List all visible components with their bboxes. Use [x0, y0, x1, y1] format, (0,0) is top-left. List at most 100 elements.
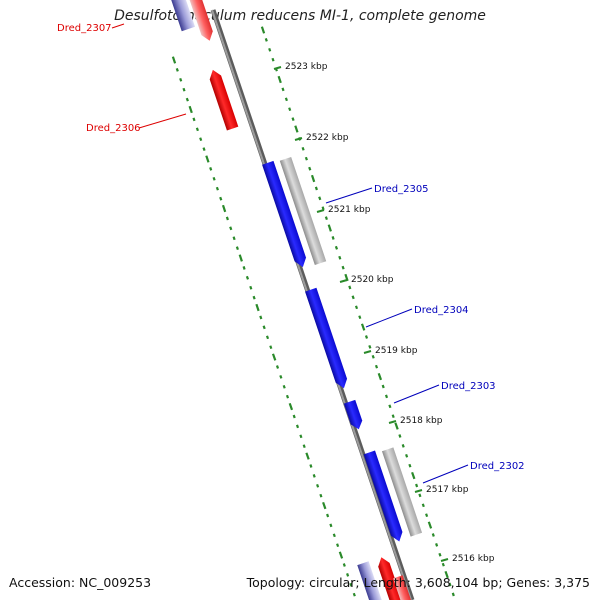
gc-tick-outer: [411, 471, 416, 480]
gc-tick-inner: [282, 384, 286, 389]
gc-track-outer: [260, 26, 455, 597]
gc-track-inner: [171, 56, 356, 597]
gc-tick-inner: [199, 137, 203, 142]
gc-tick-inner: [329, 523, 333, 528]
gc-tick-inner: [269, 345, 273, 350]
gc-tick-outer: [394, 422, 399, 430]
gc-tick-outer: [371, 354, 375, 359]
scale-labels: 2523 kbp 2522 kbp 2521 kbp 2520 kbp 2519…: [285, 62, 495, 564]
gc-tick-outer: [427, 521, 433, 529]
scale-ticks: [273, 66, 449, 562]
gene-label-dred-2305[interactable]: Dred_2305: [374, 184, 429, 195]
gc-tick-outer: [310, 174, 316, 183]
scale-label-2516: 2516 kbp: [452, 554, 495, 564]
gc-tick-outer: [341, 265, 345, 270]
gene-dred-2305-arrow[interactable]: [262, 160, 308, 269]
gene-dred-2300-arrow[interactable]: [376, 555, 403, 600]
gc-tick-outer: [268, 47, 272, 52]
gene-labels: Dred_2307 Dred_2306 Dred_2305 Dred_2304 …: [57, 23, 525, 472]
gc-tick-inner: [205, 155, 210, 163]
gc-tick-inner: [245, 275, 250, 280]
gc-tick-inner: [338, 551, 344, 559]
gc-tick-inner: [219, 196, 223, 201]
gc-tick-outer: [405, 453, 409, 458]
gc-tick-inner: [175, 68, 179, 72]
gc-tick-outer: [451, 592, 455, 597]
gc-tick-inner: [182, 87, 186, 92]
gc-tick-inner: [271, 353, 277, 361]
gc-tick-inner: [299, 434, 303, 439]
gc-tick-outer: [318, 196, 322, 201]
gc-tick-inner: [305, 452, 310, 460]
scale-tick: [339, 279, 348, 283]
gc-tick-outer: [338, 255, 342, 260]
gc-tick-inner: [322, 501, 327, 510]
scale-tick: [363, 350, 372, 354]
gc-tick-inner: [235, 246, 239, 251]
scale-tick: [294, 137, 303, 141]
gene-dred-2308-arrow[interactable]: [168, 0, 196, 32]
gc-tick-inner: [225, 216, 229, 221]
gene-dred-2305-rna-track[interactable]: [279, 156, 327, 266]
gc-tick-outer: [260, 26, 266, 34]
gc-tick-inner: [288, 402, 294, 411]
gene-dred-2302-arrow[interactable]: [363, 450, 405, 543]
gene-dred-2299-arrow[interactable]: [393, 575, 413, 600]
gene-dred-2306-arrow[interactable]: [207, 68, 239, 131]
gc-tick-inner: [302, 444, 306, 449]
scale-label-2517: 2517 kbp: [426, 485, 469, 495]
gc-tick-inner: [319, 493, 323, 498]
gene-dred-2303-arrow[interactable]: [343, 399, 365, 431]
gc-tick-inner: [265, 335, 270, 340]
gc-tick-outer: [415, 483, 419, 488]
gc-tick-inner: [326, 513, 330, 518]
gene-label-dred-2306[interactable]: Dred_2306: [86, 123, 141, 134]
gene-dred-2304-arrow[interactable]: [305, 287, 350, 390]
gc-tick-outer: [264, 38, 268, 42]
gc-tick-inner: [295, 424, 300, 429]
gc-tick-outer: [327, 224, 332, 232]
scale-label-2519: 2519 kbp: [375, 346, 418, 356]
gc-tick-outer: [271, 57, 275, 62]
gene-dred-2307-arrow[interactable]: [186, 0, 216, 43]
gene-label-dred-2304[interactable]: Dred_2304: [414, 305, 469, 316]
gc-tick-outer: [435, 543, 439, 547]
gc-tick-inner: [342, 563, 346, 567]
gc-tick-outer: [368, 345, 372, 349]
scale-label-2520: 2520 kbp: [351, 275, 394, 285]
gc-tick-outer: [421, 503, 425, 508]
gene-label-dred-2307[interactable]: Dred_2307: [57, 23, 112, 34]
gc-tick-outer: [401, 444, 405, 448]
gc-tick-outer: [314, 186, 318, 191]
gc-tick-outer: [304, 156, 308, 161]
gc-tick-outer: [364, 335, 369, 339]
gene-label-dred-2302[interactable]: Dred_2302: [470, 461, 525, 472]
gc-tick-outer: [438, 552, 442, 557]
gene-dred-2301-arrow[interactable]: [357, 561, 383, 600]
gc-tick-outer: [448, 582, 452, 587]
gc-tick-outer: [284, 97, 288, 102]
scale-label-2518: 2518 kbp: [400, 416, 443, 426]
gc-tick-inner: [238, 254, 243, 262]
gene-label-dred-2303[interactable]: Dred_2303: [441, 381, 496, 392]
gc-tick-inner: [202, 147, 206, 151]
gene-label-leaders: [111, 23, 469, 484]
gc-tick-inner: [242, 266, 246, 270]
scale-tick: [388, 420, 397, 424]
gc-tick-inner: [252, 295, 256, 300]
gc-tick-outer: [331, 236, 335, 240]
gc-tick-outer: [384, 394, 389, 399]
gc-tick-inner: [215, 186, 219, 191]
gc-tick-outer: [374, 364, 379, 369]
gene-dred-2302-rna-track[interactable]: [381, 447, 423, 537]
gc-tick-outer: [351, 295, 355, 300]
gc-tick-outer: [388, 404, 392, 409]
gc-tick-outer: [398, 434, 402, 438]
gc-tick-inner: [221, 204, 227, 213]
gc-tick-inner: [346, 573, 350, 577]
gc-tick-outer: [288, 107, 292, 112]
gc-tick-outer: [444, 570, 449, 579]
gc-tick-inner: [179, 77, 183, 82]
gc-tick-outer: [358, 315, 362, 320]
